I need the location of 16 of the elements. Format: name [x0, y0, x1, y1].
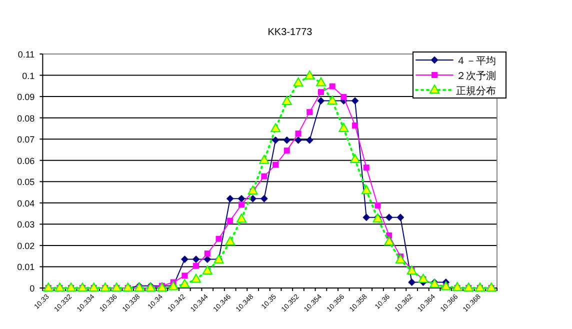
y-tick-label: 0.06: [17, 156, 35, 166]
y-tick-label: 0.02: [17, 240, 35, 251]
legend-label: ４－平均: [456, 55, 496, 67]
y-tick-label: 0.05: [17, 177, 35, 188]
chart-title: KK3-1773: [268, 27, 313, 38]
y-tick-label: 0.04: [17, 198, 35, 208]
y-tick-label: 0.03: [17, 220, 35, 230]
y-tick-label: 0.09: [17, 92, 35, 102]
legend-label: ２次予測: [456, 70, 496, 82]
y-tick-label: 0.1: [22, 70, 35, 81]
y-tick-label: 0: [30, 284, 35, 294]
y-tick-label: 0.11: [18, 50, 35, 60]
legend-label: 正規分布: [456, 85, 496, 97]
y-tick-label: 0.07: [17, 134, 35, 145]
y-tick-label: 0.01: [17, 262, 35, 272]
y-tick-label: 0.08: [17, 113, 35, 124]
